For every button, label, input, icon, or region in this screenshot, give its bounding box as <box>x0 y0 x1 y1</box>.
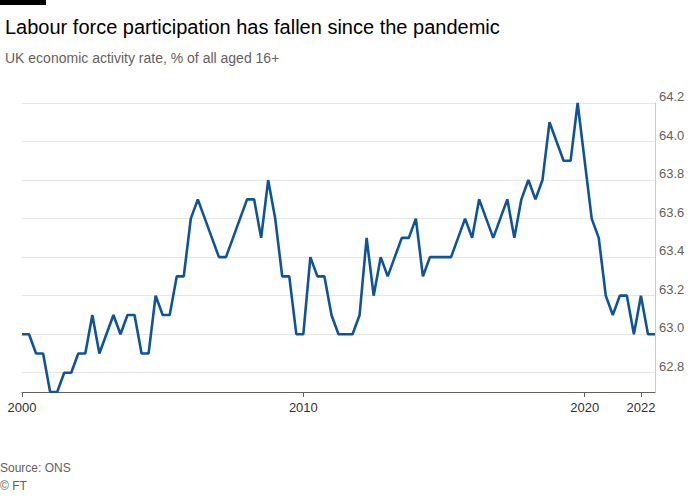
svg-text:© FT: © FT <box>0 479 28 493</box>
svg-text:63.2: 63.2 <box>659 282 684 297</box>
svg-text:63.0: 63.0 <box>659 320 684 335</box>
svg-text:62.8: 62.8 <box>659 359 684 374</box>
svg-text:2020: 2020 <box>570 400 599 415</box>
svg-text:2010: 2010 <box>289 400 318 415</box>
svg-text:UK economic activity rate, % o: UK economic activity rate, % of all aged… <box>5 50 279 66</box>
svg-text:64.0: 64.0 <box>659 128 684 143</box>
svg-text:63.6: 63.6 <box>659 205 684 220</box>
svg-text:2000: 2000 <box>8 400 37 415</box>
svg-text:2022: 2022 <box>626 400 655 415</box>
svg-text:63.8: 63.8 <box>659 166 684 181</box>
svg-text:Source: ONS: Source: ONS <box>0 461 71 475</box>
svg-text:Labour force participation has: Labour force participation has fallen si… <box>5 16 500 38</box>
svg-text:64.2: 64.2 <box>659 89 684 104</box>
svg-text:63.4: 63.4 <box>659 243 684 258</box>
